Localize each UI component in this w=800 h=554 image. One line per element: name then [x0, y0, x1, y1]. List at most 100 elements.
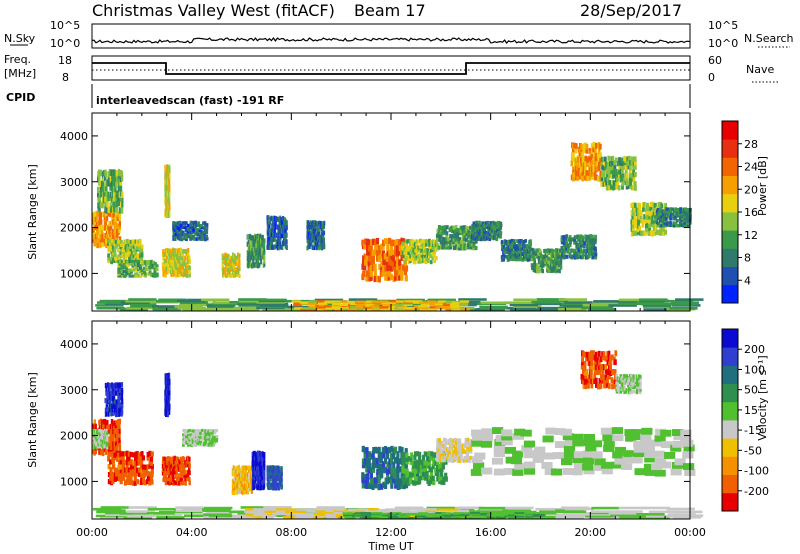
data-cell	[172, 223, 175, 227]
data-cell	[241, 472, 244, 477]
data-cell	[377, 468, 381, 475]
data-cell	[102, 419, 105, 425]
data-cell	[331, 305, 341, 308]
data-cell	[453, 449, 457, 454]
data-cell	[379, 463, 383, 470]
data-cell	[115, 441, 118, 447]
data-cell	[128, 260, 132, 264]
data-cell	[181, 476, 184, 482]
data-cell	[118, 227, 121, 234]
data-cell	[480, 233, 484, 237]
data-cell	[445, 300, 455, 303]
data-cell	[228, 273, 230, 278]
data-cell	[652, 221, 656, 227]
data-cell	[540, 266, 544, 271]
data-cell	[511, 252, 515, 257]
data-cell	[234, 485, 237, 491]
data-cell	[333, 300, 343, 303]
data-cell	[609, 184, 613, 190]
data-cell	[581, 157, 585, 164]
data-cell	[421, 254, 425, 259]
data-cell	[308, 300, 318, 303]
data-cell	[576, 255, 580, 260]
data-cell	[617, 185, 621, 191]
nsky-label: N.Sky	[4, 32, 36, 45]
data-cell	[507, 242, 511, 246]
data-cell	[639, 211, 643, 217]
data-cell	[92, 234, 95, 240]
colorbar-tick-label: 24	[744, 161, 758, 174]
data-cell	[487, 223, 491, 228]
data-cell	[155, 274, 159, 278]
data-cell	[685, 214, 689, 218]
data-cell	[461, 228, 465, 233]
data-cell	[637, 219, 640, 225]
data-cell	[496, 234, 500, 239]
data-cell	[480, 301, 509, 305]
data-cell	[107, 259, 111, 264]
data-cell	[407, 456, 411, 462]
data-cell	[184, 481, 187, 486]
data-cell	[121, 467, 125, 473]
data-cell	[377, 483, 381, 491]
data-cell	[105, 242, 108, 249]
data-cell	[439, 455, 442, 460]
data-cell	[453, 452, 457, 457]
data-cell	[463, 456, 467, 461]
data-cell	[483, 223, 486, 228]
data-cell	[421, 466, 426, 472]
data-cell	[433, 239, 436, 244]
data-cell	[169, 210, 171, 218]
data-cell	[403, 301, 413, 304]
data-cell	[528, 247, 531, 252]
data-cell	[407, 256, 411, 261]
data-cell	[388, 264, 392, 271]
data-cell	[231, 259, 234, 264]
data-cell	[273, 215, 276, 221]
data-cell	[611, 180, 615, 186]
data-cell	[432, 456, 436, 462]
data-cell	[321, 237, 324, 243]
data-cell	[413, 455, 417, 461]
data-cell	[600, 156, 604, 162]
data-cell	[405, 456, 409, 462]
data-cell	[205, 226, 209, 230]
data-cell	[589, 162, 593, 168]
data-cell	[650, 201, 654, 207]
data-cell	[630, 231, 634, 237]
data-cell	[390, 482, 394, 489]
data-cell	[646, 202, 649, 208]
data-cell	[308, 221, 311, 227]
data-cell	[170, 261, 173, 267]
data-cell	[130, 305, 159, 308]
data-cell	[639, 213, 643, 220]
data-cell	[419, 301, 429, 304]
data-cell	[128, 268, 132, 272]
data-cell	[249, 261, 252, 268]
data-cell	[174, 252, 177, 257]
data-cell	[371, 238, 376, 246]
data-cell	[441, 245, 445, 250]
data-cell	[375, 237, 380, 245]
data-cell	[175, 464, 178, 469]
data-cell	[634, 171, 637, 178]
data-cell	[585, 161, 589, 168]
data-cell	[153, 269, 157, 274]
data-cell	[127, 456, 131, 462]
data-cell	[520, 250, 523, 255]
data-cell	[646, 222, 649, 229]
data-cell	[611, 160, 615, 166]
data-cell	[168, 470, 171, 476]
data-cell	[263, 238, 266, 244]
data-cell	[614, 168, 618, 175]
data-cell	[373, 263, 377, 271]
data-cell	[138, 471, 142, 477]
data-cell	[202, 230, 205, 235]
data-cell	[108, 228, 111, 234]
data-cell	[392, 461, 396, 469]
data-cell	[369, 265, 373, 272]
data-cell	[427, 460, 431, 466]
data-cell	[133, 480, 137, 486]
nsearch-tick-high: 10^5	[708, 19, 738, 32]
